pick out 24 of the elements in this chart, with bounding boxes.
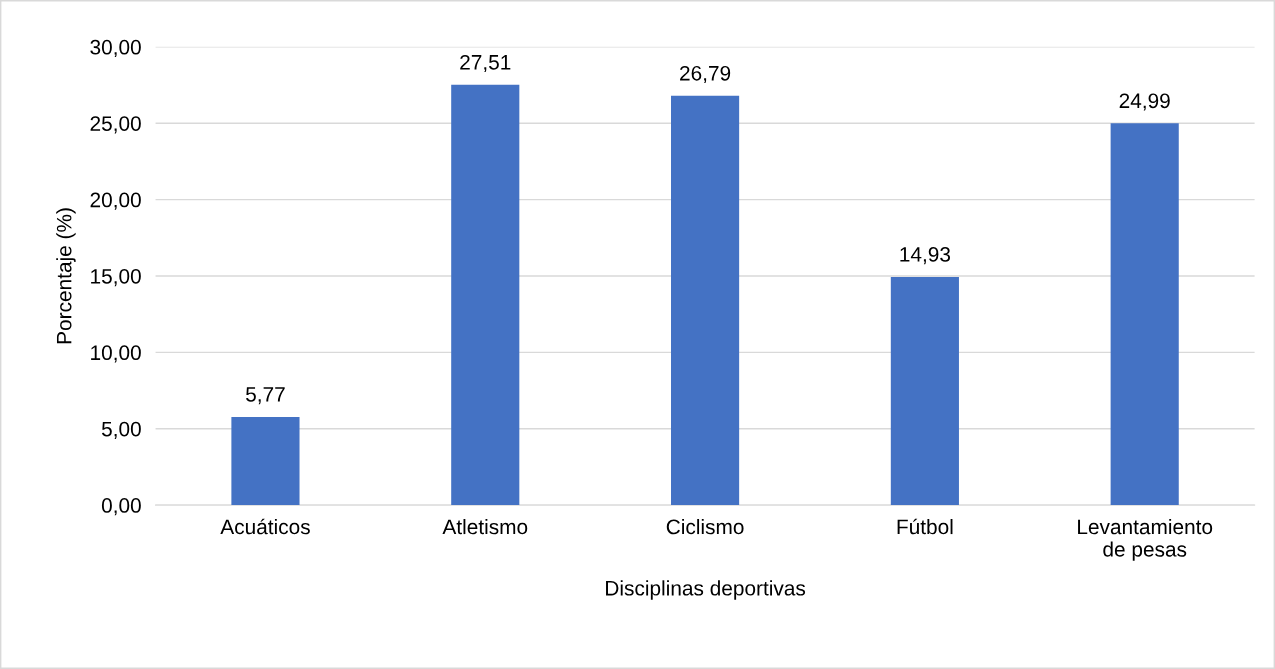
x-axis-title: Disciplinas deportivas (606, 580, 806, 600)
x-tick-label: Levantamiento de pesas (1078, 518, 1213, 561)
bar (231, 416, 300, 506)
bar (451, 84, 520, 506)
x-tick-label: Ciclismo (666, 518, 744, 535)
y-tick-label: 5,00 (101, 421, 141, 439)
x-tick-label: Acuáticos (220, 518, 310, 535)
y-tick-label: 10,00 (91, 345, 141, 363)
bar (1110, 123, 1179, 506)
data-label: 14,93 (900, 247, 951, 265)
bar (671, 95, 740, 506)
x-tick-label: Atletismo (442, 518, 528, 535)
y-tick-label: 15,00 (91, 268, 141, 287)
bar (890, 277, 959, 506)
data-label: 24,99 (1119, 93, 1170, 111)
y-axis-title: Porcentaje (%) (56, 208, 76, 344)
x-tick-label: Fútbol (897, 518, 953, 535)
y-tick-label: 0,00 (101, 498, 141, 516)
data-label: 5,77 (246, 387, 285, 405)
y-tick-label: 30,00 (90, 39, 141, 58)
data-label: 27,51 (460, 54, 511, 73)
y-tick-label: 20,00 (90, 192, 141, 210)
data-label: 26,79 (680, 65, 731, 84)
y-tick-label: 25,00 (90, 116, 141, 134)
